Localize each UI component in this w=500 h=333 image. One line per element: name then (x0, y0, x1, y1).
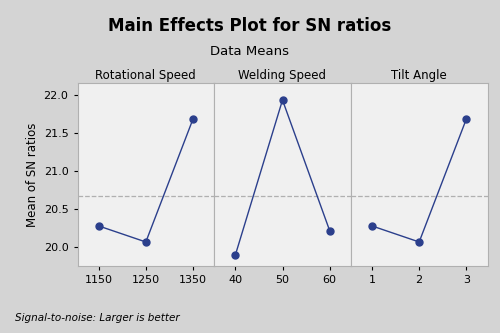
Title: Welding Speed: Welding Speed (238, 69, 326, 82)
Text: Data Means: Data Means (210, 45, 290, 58)
Title: Rotational Speed: Rotational Speed (96, 69, 196, 82)
Title: Tilt Angle: Tilt Angle (392, 69, 447, 82)
Text: Main Effects Plot for SN ratios: Main Effects Plot for SN ratios (108, 17, 392, 35)
Text: Signal-to-noise: Larger is better: Signal-to-noise: Larger is better (15, 313, 179, 323)
Y-axis label: Mean of SN ratios: Mean of SN ratios (26, 123, 40, 227)
